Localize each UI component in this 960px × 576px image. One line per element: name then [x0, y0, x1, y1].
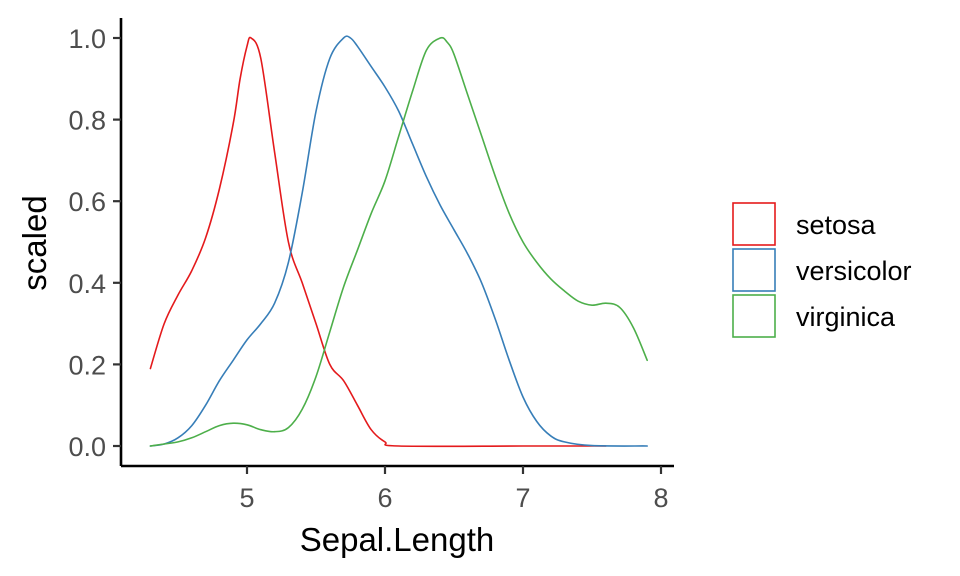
x-tick-label: 5: [239, 483, 254, 513]
x-axis-ticks: 5 6 7 8: [239, 466, 669, 513]
legend-key-virginica: [732, 294, 776, 338]
series-line-virginica: [149, 36, 648, 447]
y-tick-label: 0.8: [68, 106, 106, 136]
x-axis-title: Sepal.Length: [300, 521, 495, 558]
legend-label-virginica: virginica: [796, 302, 896, 332]
y-tick-label: 1.0: [68, 24, 106, 54]
y-tick-label: 0.2: [68, 350, 106, 380]
series-line-versicolor: [149, 35, 648, 447]
plot-lines: [149, 35, 648, 448]
axes: 5 6 7 8 0.0 0.2 0.4 0.6 0.8 1.0: [68, 18, 674, 513]
legend-label-setosa: setosa: [796, 210, 877, 240]
y-tick-label: 0.0: [68, 432, 106, 462]
x-tick-label: 7: [515, 483, 530, 513]
legend-key-versicolor: [732, 248, 776, 292]
x-tick-label: 6: [377, 483, 392, 513]
y-tick-label: 0.6: [68, 187, 106, 217]
y-tick-label: 0.4: [68, 269, 106, 299]
legend: setosa versicolor virginica: [732, 202, 912, 338]
series-line-setosa: [149, 36, 607, 448]
legend-key-setosa: [732, 202, 776, 246]
y-axis-title: scaled: [16, 195, 53, 290]
y-axis-ticks: 0.0 0.2 0.4 0.6 0.8 1.0: [68, 24, 121, 462]
x-tick-label: 8: [653, 483, 668, 513]
legend-label-versicolor: versicolor: [796, 256, 912, 286]
